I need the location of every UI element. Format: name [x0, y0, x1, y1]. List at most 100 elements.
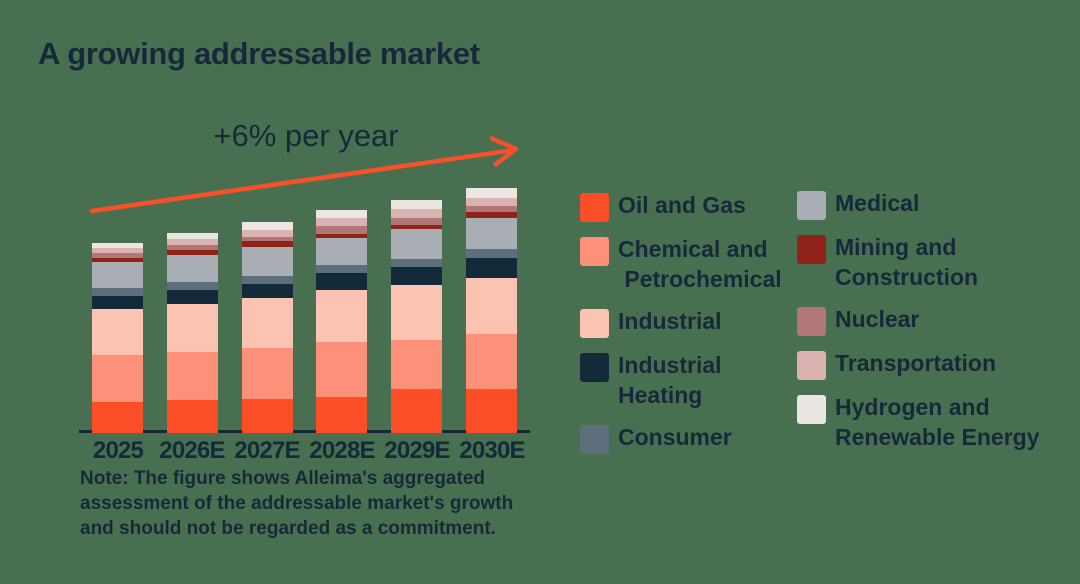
legend-label: Chemical and Petrochemical — [618, 236, 782, 292]
legend-column-1: Oil and Gas Chemical and Petrochemical Ind… — [580, 192, 782, 454]
segment-consumer — [391, 259, 442, 267]
x-axis-label-2030e: 2030E — [459, 437, 525, 464]
x-axis-label-2029e: 2029E — [384, 437, 450, 464]
segment-transportation — [316, 218, 367, 226]
segment-industrial-heating — [391, 267, 442, 285]
legend-swatch-chemical-and-petrochemical — [580, 237, 609, 266]
bar-2026e — [167, 233, 218, 433]
bar-2025 — [92, 243, 143, 433]
segment-industrial-heating — [92, 296, 143, 309]
segment-consumer — [92, 288, 143, 296]
legend-item-hydrogen-and-renewable-energy: Hydrogen and Renewable Energy — [797, 394, 1040, 452]
segment-chemical-and-petrochemical — [466, 334, 517, 389]
segment-transportation — [466, 198, 517, 206]
segment-industrial-heating — [167, 290, 218, 304]
growth-rate-annotation: +6% per year — [213, 118, 399, 153]
segment-hydrogen-and-renewable-energy — [391, 200, 442, 209]
segment-consumer — [466, 249, 517, 258]
segment-industrial — [316, 290, 367, 342]
segment-consumer — [316, 265, 367, 273]
segment-medical — [92, 262, 143, 288]
segment-transportation — [391, 209, 442, 218]
segment-nuclear — [167, 245, 218, 250]
legend-swatch-transportation — [797, 351, 826, 380]
bar-2028e — [316, 210, 367, 433]
x-axis-label-2026e: 2026E — [159, 437, 225, 464]
legend-label: Transportation — [835, 350, 997, 376]
segment-medical — [466, 218, 517, 249]
legend-label: Oil and Gas — [618, 192, 746, 218]
segment-consumer — [242, 276, 293, 284]
legend-label: Industrial — [618, 308, 722, 334]
segment-oil-and-gas — [316, 397, 367, 433]
segment-medical — [316, 238, 367, 265]
legend-item-oil-and-gas: Oil and Gas — [580, 192, 782, 222]
segment-mining-and-construction — [242, 241, 293, 247]
legend-swatch-industrial — [580, 309, 609, 338]
legend-swatch-medical — [797, 191, 826, 220]
segment-hydrogen-and-renewable-energy — [167, 233, 218, 239]
segment-nuclear — [391, 218, 442, 225]
legend-item-industrial-heating: Industrial Heating — [580, 352, 782, 410]
segment-transportation — [92, 248, 143, 253]
segment-mining-and-construction — [316, 234, 367, 238]
segment-oil-and-gas — [242, 399, 293, 433]
legend-label: Mining and Construction — [835, 234, 979, 290]
legend-swatch-nuclear — [797, 307, 826, 336]
segment-nuclear — [466, 206, 517, 212]
legend-item-mining-and-construction: Mining and Construction — [797, 234, 1040, 292]
segment-oil-and-gas — [466, 389, 517, 433]
segment-chemical-and-petrochemical — [316, 342, 367, 397]
x-axis-label-2027e: 2027E — [234, 437, 300, 464]
legend-swatch-hydrogen-and-renewable-energy — [797, 395, 826, 424]
legend-label: Nuclear — [835, 306, 920, 332]
segment-transportation — [167, 239, 218, 245]
segment-mining-and-construction — [391, 225, 442, 229]
segment-hydrogen-and-renewable-energy — [466, 188, 517, 198]
segment-hydrogen-and-renewable-energy — [92, 243, 143, 248]
segment-nuclear — [316, 226, 367, 234]
segment-industrial-heating — [466, 258, 517, 278]
legend-label: Consumer — [618, 424, 732, 450]
segment-nuclear — [242, 237, 293, 241]
legend-item-transportation: Transportation — [797, 350, 1040, 380]
segment-medical — [242, 247, 293, 276]
legend-column-2: Medical Mining and Construction Nuclear Tra… — [797, 190, 1040, 452]
segment-transportation — [242, 230, 293, 237]
segment-oil-and-gas — [391, 389, 442, 433]
segment-chemical-and-petrochemical — [242, 348, 293, 399]
bar-2029e — [391, 200, 442, 433]
legend-label: Medical — [835, 190, 920, 216]
x-axis-label-2028e: 2028E — [309, 437, 375, 464]
segment-mining-and-construction — [466, 212, 517, 218]
segment-industrial-heating — [242, 284, 293, 298]
footnote: Note: The figure shows Alleima's aggrega… — [80, 468, 514, 539]
legend-item-industrial: Industrial — [580, 308, 782, 338]
legend-swatch-consumer — [580, 425, 609, 454]
segment-industrial — [391, 285, 442, 340]
segment-consumer — [167, 282, 218, 290]
segment-chemical-and-petrochemical — [167, 352, 218, 400]
segment-medical — [391, 229, 442, 259]
segment-medical — [167, 255, 218, 282]
segment-chemical-and-petrochemical — [92, 355, 143, 402]
legend-swatch-industrial-heating — [580, 353, 609, 382]
bar-2030e — [466, 188, 517, 433]
bar-2027e — [242, 222, 293, 433]
segment-mining-and-construction — [167, 250, 218, 255]
segment-hydrogen-and-renewable-energy — [242, 222, 293, 230]
legend-item-chemical-and-petrochemical: Chemical and Petrochemical — [580, 236, 782, 294]
segment-oil-and-gas — [92, 402, 143, 433]
segment-industrial — [242, 298, 293, 348]
legend-swatch-oil-and-gas — [580, 193, 609, 222]
segment-industrial — [167, 304, 218, 352]
legend-label: Industrial Heating — [618, 352, 722, 408]
segment-industrial — [92, 309, 143, 355]
segment-industrial-heating — [316, 273, 367, 290]
segment-industrial — [466, 278, 517, 334]
segment-oil-and-gas — [167, 400, 218, 433]
legend-label: Hydrogen and Renewable Energy — [835, 394, 1040, 450]
segment-nuclear — [92, 253, 143, 258]
segment-chemical-and-petrochemical — [391, 340, 442, 389]
